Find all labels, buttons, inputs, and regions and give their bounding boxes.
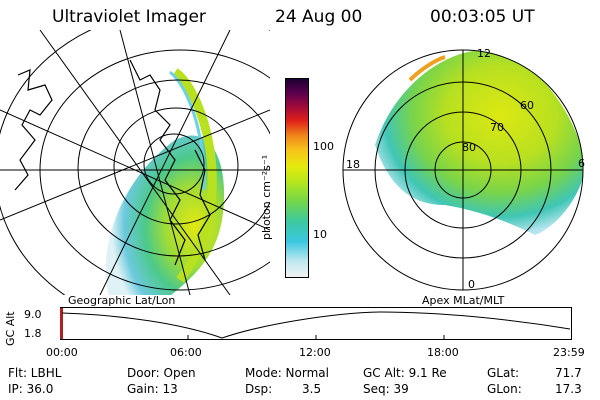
aurora-oval xyxy=(375,50,583,235)
altitude-ylabel: GC Alt xyxy=(4,311,17,346)
dsp-label: Dsp: xyxy=(245,382,273,396)
time-tick-1800: 18:00 xyxy=(427,346,459,359)
coastline xyxy=(14,59,211,266)
gc-alt-info: GC Alt: 9.1 Re xyxy=(363,366,447,380)
colorbar-tick-100: 100 xyxy=(313,140,334,153)
color-scale-bar xyxy=(285,78,309,278)
time-tick-0000: 00:00 xyxy=(46,346,78,359)
ip-info: IP: 36.0 xyxy=(8,382,54,396)
time-tick-0600: 06:00 xyxy=(170,346,202,359)
colorbar-tick-10: 10 xyxy=(313,228,327,241)
mlt-label-0: 0 xyxy=(468,278,475,291)
mlat-label-80: 80 xyxy=(462,141,476,154)
dsp-value: 3.5 xyxy=(302,382,322,396)
door-info: Door: Open xyxy=(127,366,196,380)
glon-label: GLon: xyxy=(487,382,522,396)
colorbar-unit-label: photon cm⁻²s⁻¹ xyxy=(260,154,273,240)
glat-label: GLat: xyxy=(487,366,520,380)
seq-info: Seq: 39 xyxy=(363,382,409,396)
aurora-arc-left xyxy=(172,68,217,283)
gain-info: Gain: 13 xyxy=(127,382,178,396)
glon-value: 17.3 xyxy=(555,382,582,396)
filter-info: Flt: LBHL xyxy=(8,366,62,380)
lat-lon-grid xyxy=(0,30,270,295)
altitude-curve xyxy=(61,311,571,339)
mlt-label-18: 18 xyxy=(346,158,360,171)
glat-value: 71.7 xyxy=(555,366,582,380)
mlat-label-60: 60 xyxy=(520,99,534,112)
mlt-label-12: 12 xyxy=(477,47,491,60)
mode-info: Mode: Normal xyxy=(245,366,329,380)
geographic-map xyxy=(0,30,270,295)
instrument-title: Ultraviolet Imager xyxy=(52,7,206,27)
altitude-ytick-1-8: 1.8 xyxy=(24,327,42,340)
geographic-map-label: Geographic Lat/Lon xyxy=(68,294,176,307)
current-time-marker xyxy=(60,308,63,339)
altitude-plot xyxy=(60,307,572,340)
time-tick-1200: 12:00 xyxy=(299,346,331,359)
apex-polar-map xyxy=(342,49,584,291)
time-label: 00:03:05 UT xyxy=(430,7,535,27)
time-tick-2359: 23:59 xyxy=(553,346,585,359)
altitude-ytick-9: 9.0 xyxy=(24,308,42,321)
mlat-label-70: 70 xyxy=(490,121,504,134)
date-label: 24 Aug 00 xyxy=(275,7,363,27)
mlat-mlt-grid xyxy=(342,49,584,291)
apex-map-label: Apex MLat/MLT xyxy=(422,294,505,307)
mlt-label-6: 6 xyxy=(578,157,585,170)
